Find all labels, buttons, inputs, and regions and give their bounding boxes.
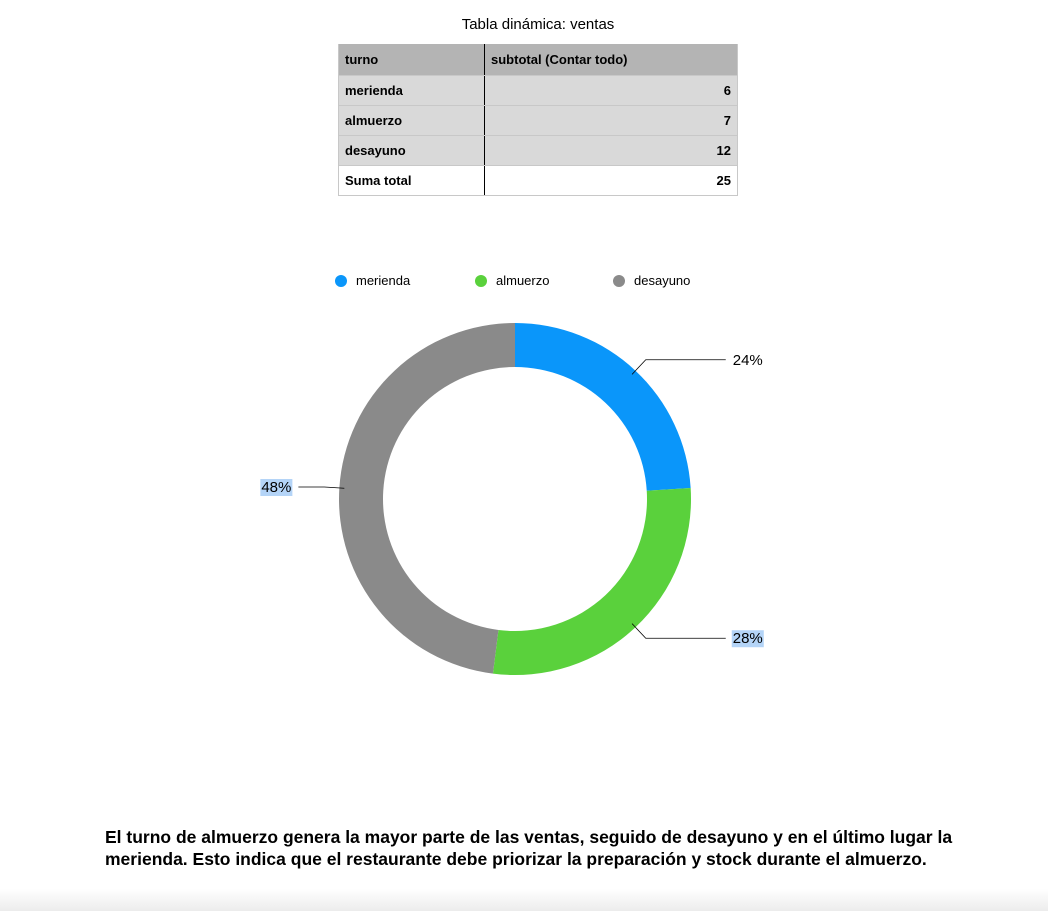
pivot-table-title: Tabla dinámica: ventas bbox=[461, 16, 615, 33]
donut-slice-merienda bbox=[515, 323, 691, 491]
total-label: Suma total bbox=[338, 164, 485, 196]
percent-label-merienda: 24% bbox=[733, 352, 763, 369]
row-label: desayuno bbox=[338, 135, 485, 166]
pivot-header-turno: turno bbox=[338, 44, 485, 76]
percent-label-almuerzo: 28% bbox=[733, 630, 763, 647]
legend-label: almuerzo bbox=[496, 273, 550, 288]
legend-swatch bbox=[475, 274, 487, 287]
leader-line bbox=[631, 359, 726, 375]
leader-line bbox=[298, 486, 345, 489]
bottom-edge-shadow bbox=[0, 889, 1048, 911]
legend-swatch bbox=[335, 274, 347, 287]
legend-item-almuerzo: almuerzo bbox=[475, 273, 549, 288]
row-value: 7 bbox=[484, 105, 738, 136]
legend-label: merienda bbox=[356, 273, 411, 288]
row-label: merienda bbox=[338, 75, 485, 106]
donut-slice-desayuno bbox=[338, 323, 515, 674]
table-row: merienda 6 bbox=[338, 75, 738, 106]
label-highlight bbox=[731, 630, 764, 648]
pivot-table: turno subtotal (Contar todo) merienda 6 … bbox=[338, 44, 738, 196]
pivot-header-subtotal: subtotal (Contar todo) bbox=[484, 44, 738, 76]
legend-label: desayuno bbox=[634, 273, 691, 288]
row-value: 6 bbox=[484, 75, 738, 106]
percent-label-desayuno: 48% bbox=[261, 479, 291, 496]
table-row: almuerzo 7 bbox=[338, 105, 738, 136]
leader-line bbox=[631, 623, 726, 639]
summary-text: El turno de almuerzo genera la mayor par… bbox=[105, 827, 953, 869]
chart-legend: merienda almuerzo desayuno bbox=[0, 273, 1048, 293]
total-value: 25 bbox=[484, 164, 738, 196]
total-row: Suma total 25 bbox=[338, 164, 738, 196]
label-highlight bbox=[260, 479, 293, 497]
legend-item-desayuno: desayuno bbox=[613, 273, 690, 288]
legend-swatch bbox=[613, 274, 625, 287]
legend-item-merienda: merienda bbox=[335, 273, 410, 288]
row-label: almuerzo bbox=[338, 105, 485, 136]
pivot-header-row: turno subtotal (Contar todo) bbox=[338, 44, 738, 76]
donut-slice-almuerzo bbox=[492, 487, 692, 676]
